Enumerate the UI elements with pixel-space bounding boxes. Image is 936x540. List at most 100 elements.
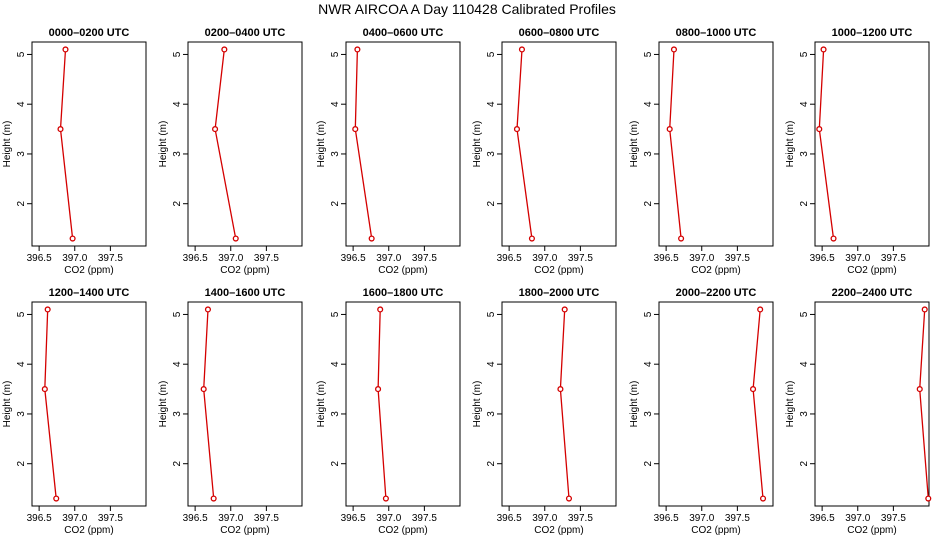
x-tick-label: 397.0	[376, 513, 401, 524]
profile-point	[232, 235, 239, 242]
profile-point	[41, 386, 48, 393]
panel-title: 1200–1400 UTC	[49, 287, 130, 299]
profile-panel: 0800–1000 UTC 396.5 397.0 397.5 2 3 4 5 CO2 (ppm…	[629, 27, 774, 276]
x-tick-label: 396.5	[497, 513, 522, 524]
x-tick-label: 397.0	[62, 253, 87, 264]
profile-point	[69, 235, 76, 242]
x-tick-label: 397.5	[725, 253, 750, 264]
y-tick-label: 5	[16, 51, 27, 57]
plot-frame	[345, 301, 461, 507]
y-tick-label: 3	[16, 151, 27, 157]
x-axis-label: CO2 (ppm)	[534, 525, 583, 536]
x-tick-label: 397.0	[218, 513, 243, 524]
plot-frame	[658, 41, 774, 247]
profile-point	[44, 306, 51, 313]
x-axis-label: CO2 (ppm)	[534, 265, 583, 276]
profile-panel: 1200–1400 UTC 396.5 397.0 397.5 2 3 4 5 CO2 (ppm…	[2, 287, 147, 536]
profile-point	[212, 126, 219, 133]
profile-panel: 1400–1600 UTC 396.5 397.0 397.5 2 3 4 5 CO2 (ppm…	[158, 287, 303, 536]
y-axis-label: Height (m)	[629, 121, 640, 168]
y-tick-label: 5	[643, 51, 654, 57]
x-tick-label: 397.5	[568, 253, 593, 264]
plot-frame	[345, 41, 461, 247]
y-tick-label: 2	[16, 460, 27, 466]
y-tick-label: 3	[486, 411, 497, 417]
profile-point	[210, 495, 217, 502]
plot-frame	[31, 301, 147, 507]
plot-frame	[814, 41, 930, 247]
y-tick-label: 4	[799, 361, 810, 367]
y-axis-label: Height (m)	[2, 121, 13, 168]
x-tick-label: 396.5	[341, 513, 366, 524]
y-tick-label: 3	[486, 151, 497, 157]
y-tick-label: 2	[330, 200, 341, 206]
profile-point	[53, 495, 60, 502]
y-tick-label: 5	[172, 311, 183, 317]
profile-point	[221, 46, 228, 53]
y-tick-label: 4	[330, 361, 341, 367]
plot-frame	[814, 301, 930, 507]
y-tick-label: 5	[486, 311, 497, 317]
y-tick-label: 3	[16, 411, 27, 417]
y-axis-label: Height (m)	[785, 381, 796, 428]
profile-point	[382, 495, 389, 502]
y-tick-label: 4	[172, 361, 183, 367]
x-tick-label: 397.0	[218, 253, 243, 264]
y-tick-label: 2	[799, 200, 810, 206]
y-tick-label: 4	[172, 101, 183, 107]
y-tick-label: 3	[799, 151, 810, 157]
plot-frame	[501, 301, 617, 507]
x-tick-label: 396.5	[27, 513, 52, 524]
profile-panel: 1600–1800 UTC 396.5 397.0 397.5 2 3 4 5 CO2 (ppm…	[316, 287, 461, 536]
x-tick-label: 397.0	[845, 513, 870, 524]
x-tick-label: 396.5	[654, 253, 679, 264]
x-tick-label: 396.5	[27, 253, 52, 264]
profile-point	[666, 126, 673, 133]
profile-point	[921, 306, 928, 313]
profile-line	[818, 49, 835, 239]
profile-line	[559, 309, 570, 499]
profile-point	[820, 46, 827, 53]
panel-title: 0800–1000 UTC	[676, 27, 757, 39]
y-tick-label: 5	[330, 51, 341, 57]
x-tick-label: 397.0	[62, 513, 87, 524]
profile-point	[57, 126, 64, 133]
panel-title: 0200–0400 UTC	[205, 27, 286, 39]
panel-title: 1800–2000 UTC	[519, 287, 600, 299]
x-tick-label: 396.5	[183, 513, 208, 524]
x-tick-label: 396.5	[654, 513, 679, 524]
y-axis-label: Height (m)	[472, 381, 483, 428]
x-tick-label: 397.5	[881, 253, 906, 264]
y-tick-label: 3	[330, 151, 341, 157]
y-tick-label: 4	[16, 361, 27, 367]
profile-point	[678, 235, 685, 242]
x-axis-label: CO2 (ppm)	[64, 525, 113, 536]
y-tick-label: 2	[643, 200, 654, 206]
profile-point	[352, 126, 359, 133]
profile-point	[377, 306, 384, 313]
x-axis-label: CO2 (ppm)	[378, 525, 427, 536]
y-tick-label: 4	[643, 361, 654, 367]
x-tick-label: 397.0	[845, 253, 870, 264]
y-axis-label: Height (m)	[316, 381, 327, 428]
plot-frame	[501, 41, 617, 247]
y-tick-label: 5	[486, 51, 497, 57]
profile-point	[925, 495, 932, 502]
profile-point	[513, 126, 521, 133]
x-axis-label: CO2 (ppm)	[378, 265, 427, 276]
y-tick-label: 5	[330, 311, 341, 317]
y-axis-label: Height (m)	[2, 381, 13, 428]
y-tick-label: 5	[16, 311, 27, 317]
x-tick-label: 396.5	[341, 253, 366, 264]
x-tick-label: 397.0	[689, 513, 714, 524]
profile-line	[377, 309, 387, 499]
y-tick-label: 3	[172, 151, 183, 157]
profile-point	[368, 235, 375, 242]
profile-line	[752, 309, 764, 499]
profile-panel: 0400–0600 UTC 396.5 397.0 397.5 2 3 4 5 CO2 (ppm…	[316, 27, 461, 276]
profile-line	[59, 49, 74, 239]
profile-line	[919, 309, 929, 499]
profile-point	[200, 386, 207, 393]
y-tick-label: 5	[172, 51, 183, 57]
profile-point	[565, 495, 573, 502]
